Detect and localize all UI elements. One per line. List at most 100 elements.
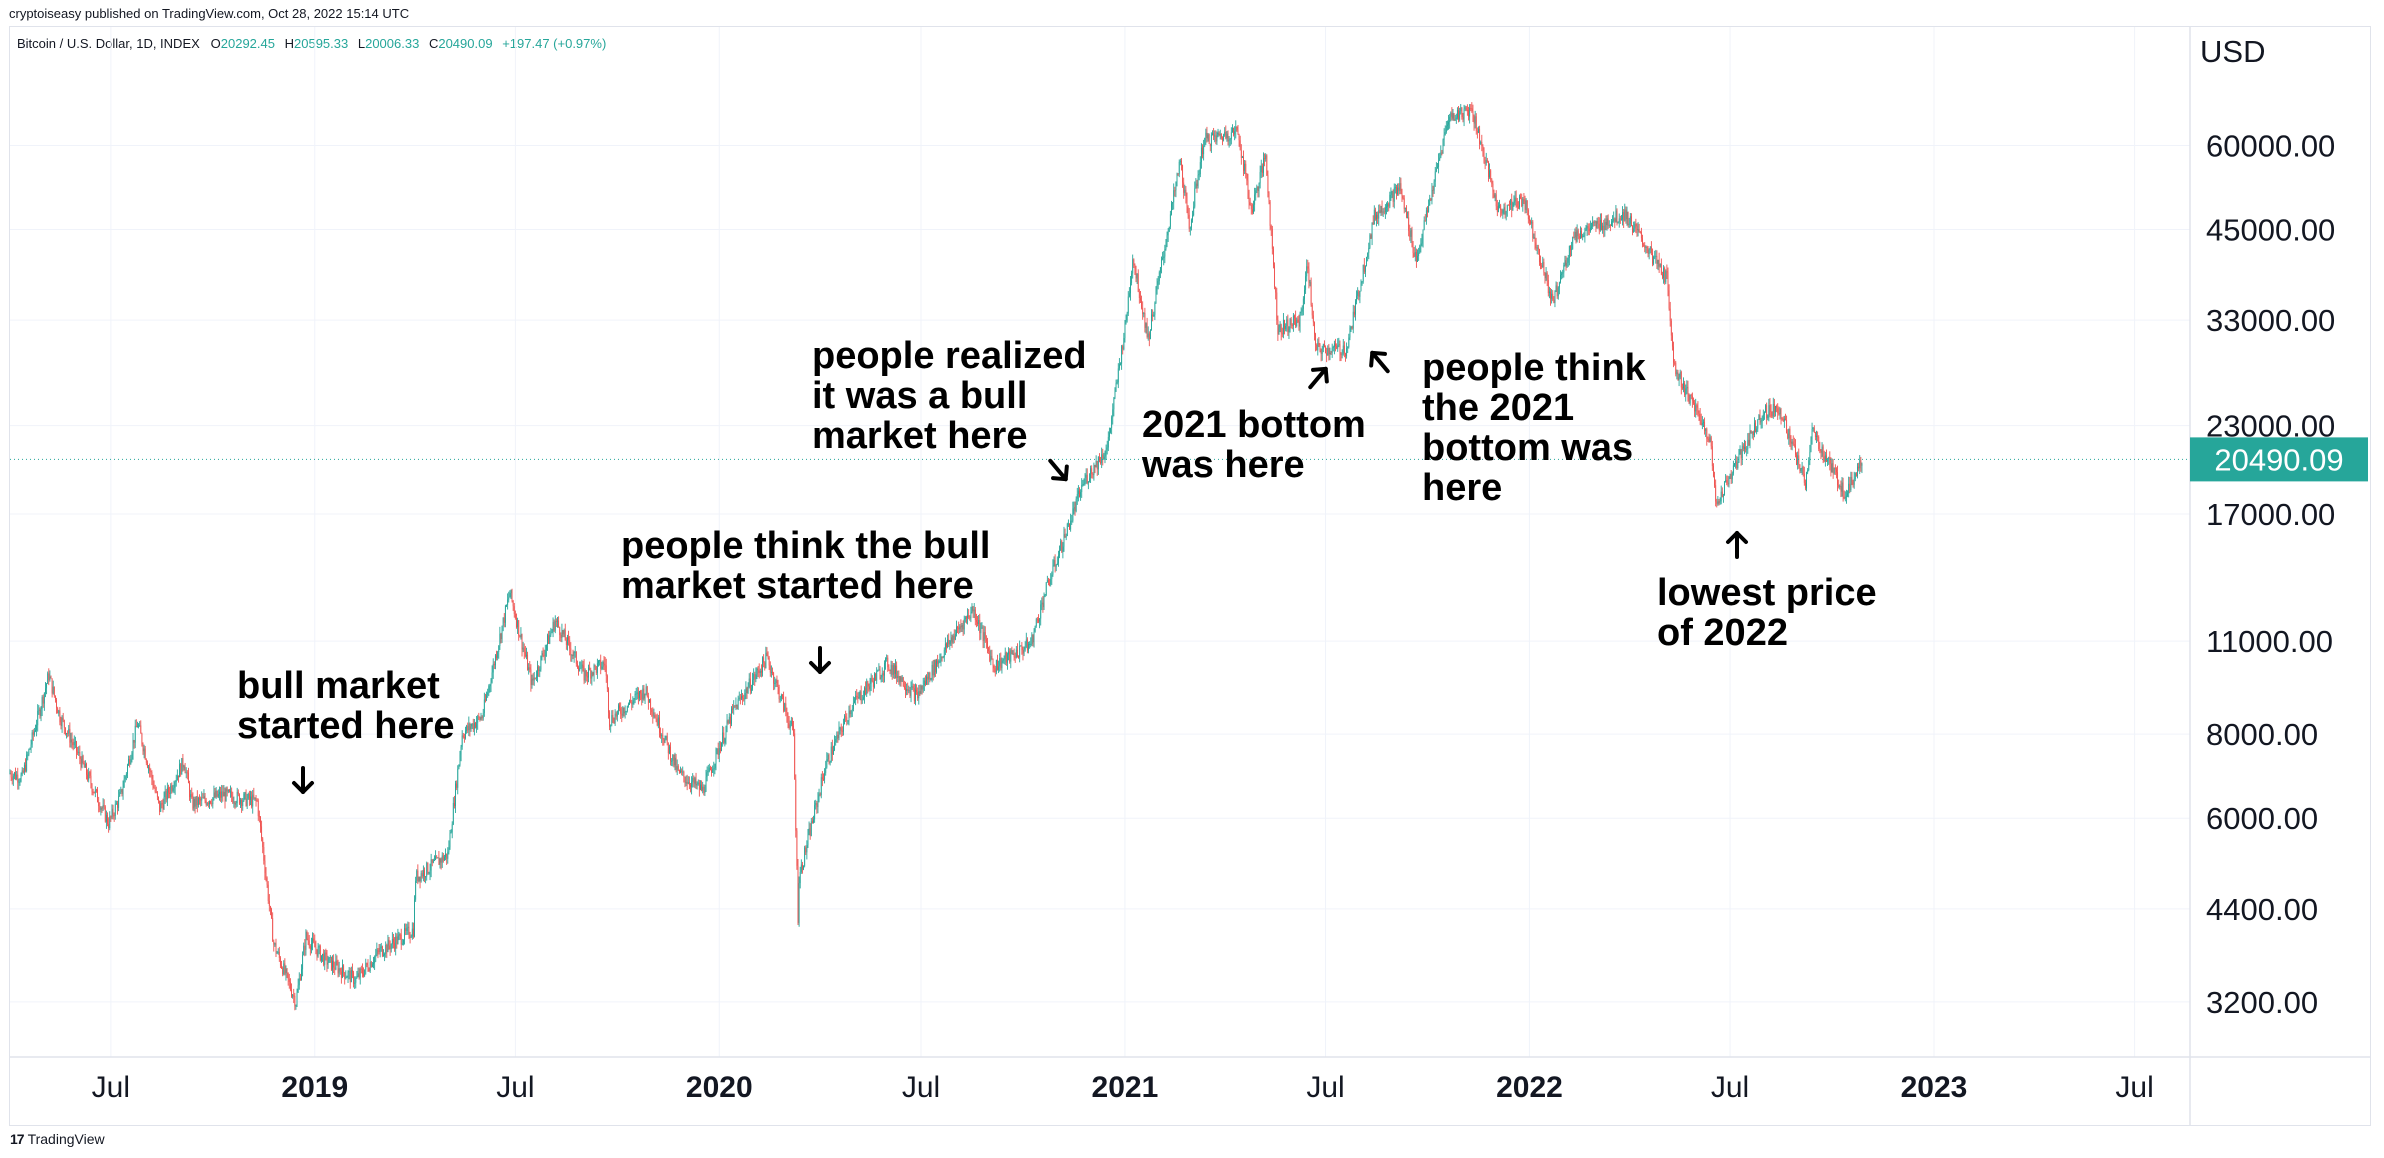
currency-label: USD bbox=[2200, 34, 2265, 69]
candle-body bbox=[1248, 191, 1250, 203]
candle-body bbox=[288, 979, 290, 982]
candle-body bbox=[1145, 323, 1147, 328]
candle-body bbox=[1084, 477, 1086, 484]
candle-body bbox=[91, 784, 93, 792]
candle-body bbox=[472, 723, 474, 730]
candle-body bbox=[572, 655, 574, 657]
candle-body bbox=[139, 725, 141, 727]
candle-body bbox=[1284, 319, 1285, 329]
candle-body bbox=[1331, 348, 1333, 353]
candle-body bbox=[45, 688, 46, 693]
symbol-label[interactable]: Bitcoin / U.S. Dollar, 1D, INDEX bbox=[17, 36, 200, 51]
candle-body bbox=[1474, 116, 1476, 124]
candle-body bbox=[251, 796, 253, 807]
candle-body bbox=[1425, 210, 1427, 221]
candle-body bbox=[869, 683, 871, 690]
arrow-head bbox=[1369, 350, 1387, 368]
candle-body bbox=[1011, 650, 1013, 655]
candle-body bbox=[308, 940, 310, 947]
candle-body bbox=[1714, 476, 1715, 486]
candle-body bbox=[158, 796, 159, 801]
candle-body bbox=[569, 640, 571, 649]
candle-body bbox=[532, 678, 534, 681]
candle-body bbox=[204, 796, 206, 801]
candle-body bbox=[799, 872, 801, 884]
candle-body bbox=[181, 758, 183, 775]
candle-body bbox=[564, 630, 566, 641]
candle-body bbox=[728, 716, 730, 724]
x-tick-label: Jul bbox=[496, 1071, 534, 1104]
candle-body bbox=[323, 953, 325, 965]
tradingview-logo-icon[interactable]: 17 bbox=[10, 1131, 25, 1147]
candle-body bbox=[1769, 405, 1771, 411]
candle-body bbox=[1220, 133, 1222, 138]
candle-body bbox=[1527, 210, 1529, 220]
brand-label[interactable]: TradingView bbox=[27, 1131, 105, 1147]
candle-body bbox=[1439, 157, 1441, 161]
candle-body bbox=[1433, 181, 1435, 191]
candle-body bbox=[1593, 222, 1595, 224]
candle-body bbox=[811, 821, 813, 823]
candle-body bbox=[1451, 112, 1453, 119]
candle-body bbox=[1658, 259, 1660, 267]
candle-body bbox=[511, 589, 513, 601]
candle-body bbox=[1278, 327, 1280, 335]
candle-body bbox=[631, 702, 633, 705]
candle-body bbox=[1256, 186, 1258, 191]
candle-body bbox=[1410, 229, 1412, 237]
candle-body bbox=[451, 824, 453, 833]
candle-body bbox=[375, 954, 377, 957]
candle-body bbox=[527, 654, 529, 671]
candle-body bbox=[255, 797, 257, 801]
candle-body bbox=[706, 772, 708, 778]
candle-body bbox=[748, 678, 750, 687]
candle-body bbox=[1524, 200, 1526, 210]
candle-body bbox=[1215, 135, 1217, 142]
last-price-label: 20490.09 bbox=[2214, 442, 2343, 477]
candle-body bbox=[1312, 315, 1314, 323]
candle-body bbox=[324, 952, 326, 965]
candle-body bbox=[402, 940, 404, 944]
x-tick-label: Jul bbox=[2115, 1071, 2153, 1104]
candle-body bbox=[269, 906, 271, 910]
candle-body bbox=[314, 941, 316, 948]
candle-body bbox=[1434, 171, 1436, 182]
candle-body bbox=[1245, 163, 1247, 174]
candle-body bbox=[489, 684, 491, 687]
candle-body bbox=[461, 735, 463, 747]
candle-body bbox=[1551, 293, 1553, 299]
candle-body bbox=[327, 962, 329, 965]
candle-body bbox=[1650, 246, 1652, 254]
candle-body bbox=[414, 899, 415, 937]
candle-body bbox=[824, 772, 826, 780]
candle-body bbox=[1003, 659, 1005, 661]
annotation-line: people realized bbox=[812, 335, 1087, 377]
candle-body bbox=[1267, 175, 1269, 193]
annotation-text: lowest price of 2022 bbox=[1657, 572, 1877, 654]
candle-body bbox=[769, 665, 771, 673]
candle-body bbox=[1125, 320, 1127, 322]
candle-body bbox=[144, 748, 146, 760]
candle-body bbox=[141, 733, 143, 745]
candle-body bbox=[875, 673, 877, 681]
candle-body bbox=[471, 723, 473, 727]
candle-body bbox=[833, 750, 834, 755]
candle-body bbox=[191, 794, 193, 798]
candle-body bbox=[764, 662, 766, 668]
candle-body bbox=[377, 949, 379, 951]
candle-body bbox=[240, 799, 241, 804]
candle-body bbox=[222, 791, 224, 797]
candle-body bbox=[1535, 242, 1537, 249]
candle-body bbox=[463, 737, 465, 739]
annotation-line: bottom was bbox=[1422, 427, 1633, 469]
candle-body bbox=[908, 690, 910, 692]
candle-body bbox=[1730, 473, 1732, 480]
candle-body bbox=[1033, 631, 1035, 643]
x-tick-label: 2023 bbox=[1901, 1071, 1968, 1104]
candle-body bbox=[1228, 140, 1230, 142]
candle-body bbox=[1113, 397, 1115, 410]
candle-body bbox=[59, 710, 61, 723]
candle-body bbox=[1491, 179, 1493, 184]
candle-body bbox=[1326, 353, 1328, 356]
